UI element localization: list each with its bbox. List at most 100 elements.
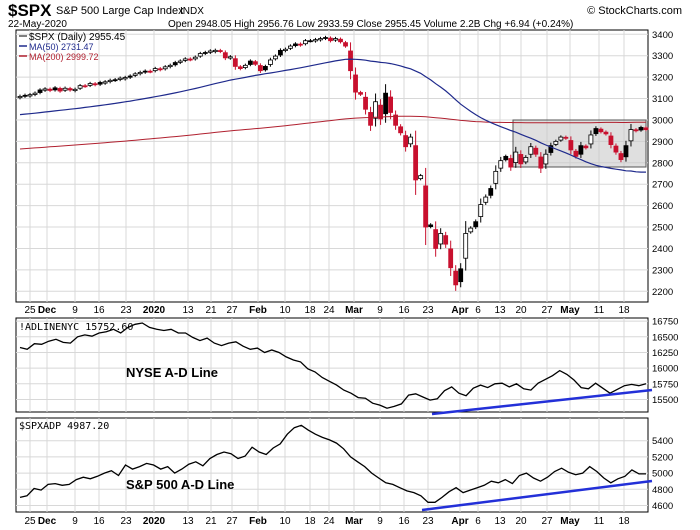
candle-body	[167, 64, 173, 68]
candle-body	[603, 131, 609, 135]
spx-ad-legend: $SPXADP 4987.20	[19, 421, 109, 432]
candle-body	[563, 136, 569, 139]
candle-body	[583, 145, 589, 149]
x-tick-label: 2020	[143, 516, 166, 527]
x-tick-label: 9	[377, 305, 383, 316]
candle-body	[508, 158, 514, 168]
candle-body	[217, 50, 223, 52]
candle-body	[32, 92, 38, 95]
candle-body	[273, 55, 278, 60]
candle-body	[533, 147, 539, 155]
candle-body	[288, 45, 293, 49]
candle-body	[102, 81, 108, 84]
x-tick-label: 10	[279, 305, 291, 316]
candle-body	[633, 129, 639, 132]
candle-body	[293, 43, 298, 47]
ma200-legend-label: MA(200) 2999.72	[29, 52, 99, 62]
candle-body	[348, 50, 353, 72]
x-tick-label: 9	[377, 516, 383, 527]
candle-body	[212, 49, 218, 53]
ma200-line	[19, 115, 646, 150]
candle-body	[578, 145, 584, 155]
candle-body	[643, 127, 649, 130]
candle-body	[232, 58, 238, 67]
x-tick-label: 13	[182, 516, 194, 527]
candle-body	[117, 77, 123, 80]
x-tick-label: 13	[494, 305, 506, 316]
x-tick-label: 21	[205, 516, 217, 527]
y-tick-label: 4800	[652, 485, 673, 496]
ma50-line	[19, 58, 646, 173]
candle-body	[87, 83, 93, 86]
candle-body	[593, 128, 599, 135]
x-tick-label: 6	[475, 305, 481, 316]
y-tick-label: 3000	[652, 115, 673, 126]
candle-body	[438, 233, 444, 245]
x-tick-label: 16	[93, 305, 105, 316]
candle-body	[488, 188, 494, 196]
candle-body	[398, 126, 404, 134]
candle-body	[423, 185, 429, 228]
x-tick-label: 27	[541, 305, 553, 316]
y-tick-label: 2300	[652, 265, 673, 276]
nyse-panel-frame	[15, 317, 649, 413]
candle-body	[613, 145, 619, 153]
candle-body	[538, 156, 544, 169]
candle-body	[393, 114, 399, 126]
candle-body	[67, 88, 73, 91]
x-tick-label: 16	[93, 516, 105, 527]
x-tick-label: 23	[422, 305, 434, 316]
candle-body	[132, 73, 138, 76]
candle-body	[172, 62, 178, 66]
x-tick-label: 20	[515, 516, 527, 527]
candle-body	[323, 37, 328, 39]
candle-body	[298, 43, 303, 46]
candle-body	[278, 49, 283, 56]
candle-body	[388, 96, 393, 113]
candle-body	[458, 268, 464, 283]
x-tick-label: 18	[304, 516, 316, 527]
x-tick-label: 13	[494, 516, 506, 527]
y-tick-label: 5400	[652, 436, 673, 447]
x-tick-label: 23	[120, 305, 132, 316]
x-tick-label: Dec	[38, 516, 57, 527]
candle-body	[453, 270, 459, 286]
ohlc-readout: Open 2948.05 High 2956.76 Low 2933.59 Cl…	[168, 19, 573, 30]
candle-body	[182, 58, 188, 61]
nyse-ad-line	[19, 322, 647, 409]
spx-ad-line	[19, 424, 646, 503]
x-tick-label: 2020	[143, 305, 166, 316]
x-tick-label: 18	[618, 516, 630, 527]
candle-body	[378, 104, 383, 120]
y-tick-label: 3400	[652, 30, 673, 41]
y-tick-label: 2700	[652, 180, 673, 191]
candle-body	[177, 60, 183, 63]
y-tick-label: 3200	[652, 73, 673, 84]
nyse-legend: !ADLINENYC 15752.60	[19, 322, 133, 333]
x-tick-label: 24	[323, 305, 335, 316]
candle-body	[308, 40, 313, 43]
candle-body	[608, 135, 614, 145]
y-tick-label: 15500	[652, 395, 678, 406]
x-tick-label: 24	[323, 516, 335, 527]
x-tick-label: Feb	[249, 305, 267, 316]
candle-body	[72, 88, 78, 92]
candle-body	[122, 77, 128, 80]
candle-body	[37, 89, 43, 93]
candle-body	[147, 70, 153, 73]
candle-body	[353, 74, 358, 93]
candle-body	[262, 66, 268, 71]
candle-body	[152, 68, 158, 72]
candle-body	[403, 135, 409, 148]
candle-body	[92, 83, 98, 86]
candle-body	[127, 75, 133, 78]
y-tick-label: 4600	[652, 501, 673, 512]
candle-body	[598, 128, 604, 133]
x-tick-label: 11	[594, 516, 605, 527]
candle-body	[553, 140, 559, 145]
y-tick-label: 5000	[652, 469, 673, 480]
candle-body	[408, 136, 414, 145]
candle-body	[242, 64, 248, 68]
candle-body	[237, 66, 243, 69]
